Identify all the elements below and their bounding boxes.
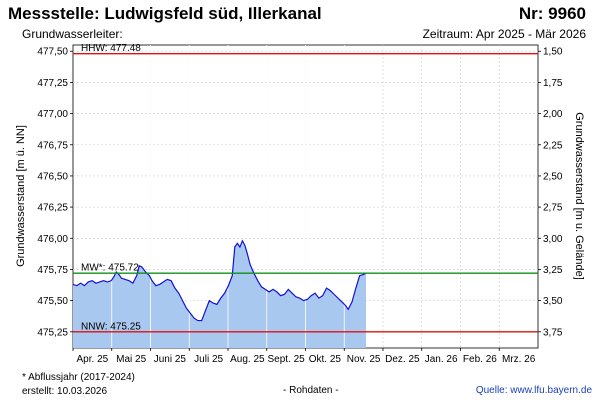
ref-label-nnw: NNW: 475.25	[81, 321, 141, 332]
series-line	[72, 239, 367, 322]
x-tick-label: Sept. 25	[267, 354, 305, 365]
ref-label-hhw: HHW: 477.48	[81, 43, 141, 54]
reference-lines: HHW: 477.48 MW*: 475.72 NNW: 475.25	[73, 43, 538, 333]
y-tick-label: 477,00	[37, 109, 68, 120]
y2-tick-label: 3,25	[543, 265, 563, 276]
x-tick-label: Mrz. 26	[502, 354, 536, 365]
y2-tick-label: 2,75	[543, 203, 563, 214]
footnote: * Abflussjahr (2017-2024)	[22, 372, 135, 383]
period-label: Zeitraum: Apr 2025 - Mär 2026	[422, 27, 586, 41]
y-tick-label: 475,75	[37, 265, 68, 276]
page-title: Messstelle: Ludwigsfeld süd, Illerkanal	[8, 4, 322, 23]
y-tick-label: 477,25	[37, 78, 68, 89]
y2-tick-label: 2,00	[543, 109, 563, 120]
y2-axis-label: Grundwasserstand [m u. Gelände]	[573, 112, 585, 280]
y-tick-label: 475,50	[37, 296, 68, 307]
x-tick-label: Juli 25	[194, 354, 223, 365]
y-tick-label: 475,25	[37, 327, 68, 338]
x-tick-label: Nov. 25	[347, 354, 381, 365]
series-layer	[72, 45, 367, 348]
x-tick-label: Okt. 25	[309, 354, 342, 365]
x-tick-label: Apr. 25	[77, 354, 109, 365]
x-tick-label: Aug. 25	[230, 354, 265, 365]
x-tick-label: Mai 25	[116, 354, 146, 365]
raw-data-label: - Rohdaten -	[283, 385, 339, 396]
y-tick-label: 477,50	[37, 47, 68, 58]
y2-tick-label: 2,25	[543, 140, 563, 151]
y-axis-left: 475,25 475,50 475,75 476,00 476,25 476,50 476,…	[37, 47, 73, 338]
y-tick-label: 476,00	[37, 234, 68, 245]
aquifer-label: Grundwasserleiter:	[22, 27, 123, 41]
x-tick-label: Jan. 26	[425, 354, 458, 365]
source-link[interactable]: Quelle: www.lfu.bayern.de	[475, 385, 592, 396]
y-axis-right: 1,50 1,75 2,00 2,25 2,50 2,75 3,00 3,25 3,50 3,75	[538, 47, 563, 338]
x-tick-label: Juni 25	[154, 354, 187, 365]
x-tick-label: Feb. 26	[463, 354, 497, 365]
y-tick-label: 476,25	[37, 203, 68, 214]
y2-tick-label: 3,50	[543, 296, 563, 307]
y-tick-label: 476,50	[37, 171, 68, 182]
y2-tick-label: 1,50	[543, 47, 563, 58]
station-number: Nr: 9960	[518, 4, 586, 23]
x-tick-label: Dez. 25	[385, 354, 420, 365]
y2-tick-label: 2,50	[543, 171, 563, 182]
y-tick-label: 476,75	[37, 140, 68, 151]
ref-label-mw: MW*: 475.72	[81, 263, 139, 274]
x-axis: Apr. 25 Mai 25 Juni 25 Juli 25 Aug. 25 Sept. …	[72, 348, 536, 365]
series-area	[73, 240, 367, 348]
created-date: erstellt: 10.03.2026	[22, 386, 108, 397]
y2-tick-label: 3,75	[543, 327, 563, 338]
y-axis-label: Grundwasserstand [m ü. NN]	[15, 125, 27, 267]
y2-tick-label: 3,00	[543, 234, 563, 245]
y2-tick-label: 1,75	[543, 78, 563, 89]
